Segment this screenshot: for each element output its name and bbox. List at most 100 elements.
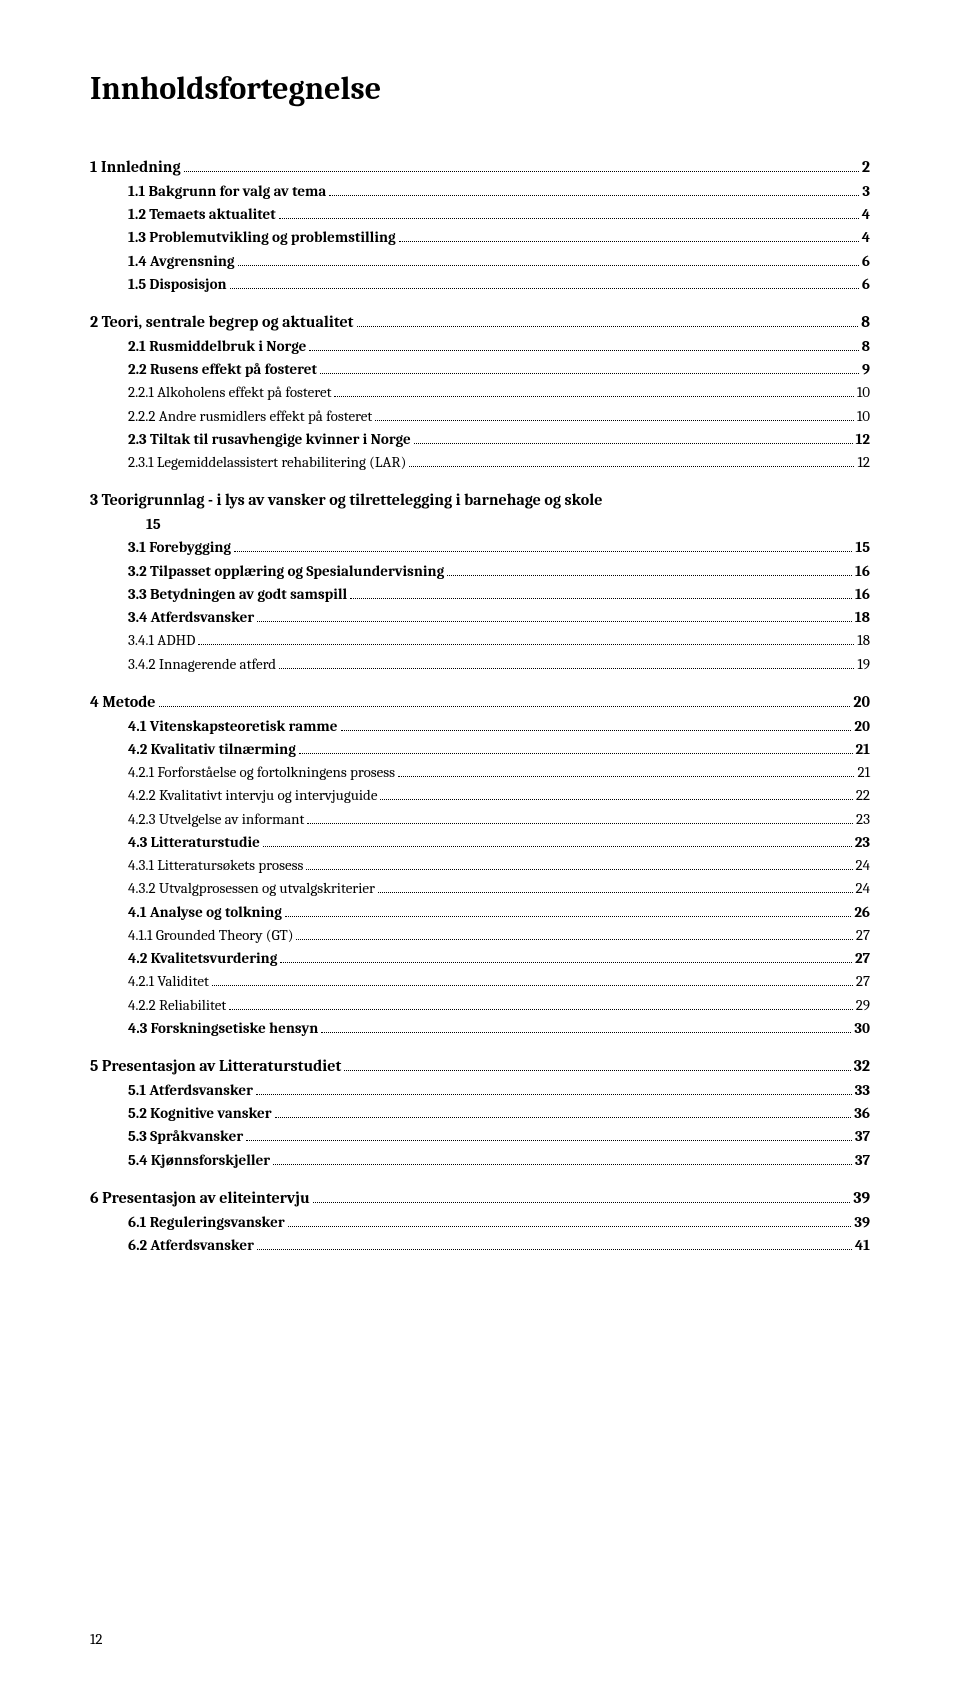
- toc-label: 4.2.1 Validitet: [128, 970, 209, 993]
- toc-leader-dots: [279, 668, 854, 669]
- toc-label: 4.2.1 Forforståelse og fortolkningens pr…: [128, 761, 395, 784]
- toc-label: 2.2.2 Andre rusmidlers effekt på fostere…: [128, 405, 372, 428]
- toc-entry: 4.1 Vitenskapsteoretisk ramme 20: [90, 715, 870, 738]
- toc-label: 6.2 Atferdsvansker: [128, 1234, 254, 1257]
- toc-page-number: 26: [854, 901, 870, 924]
- toc-page-number: 10: [857, 405, 870, 428]
- toc-entry: 15: [90, 513, 870, 536]
- toc-label: 3.4.2 Innagerende atferd: [128, 653, 276, 676]
- toc-label: 15: [146, 513, 161, 536]
- toc-page-number: 15: [855, 536, 870, 559]
- toc-page-number: 27: [855, 947, 870, 970]
- toc-entry: 5.3 Språkvansker37: [90, 1125, 870, 1148]
- toc-leader-dots: [280, 962, 852, 963]
- toc-leader-dots: [234, 551, 852, 552]
- toc-page-number: 2: [862, 155, 870, 180]
- toc-entry: 4.1.1 Grounded Theory (GT)27: [90, 924, 870, 947]
- toc-label: 1.2 Temaets aktualitet: [128, 203, 276, 226]
- toc-leader-dots: [357, 326, 859, 327]
- toc-entry: 5.1 Atferdsvansker33: [90, 1079, 870, 1102]
- toc-page-number: 24: [856, 877, 870, 900]
- toc-page-number: 20: [854, 715, 870, 738]
- toc-label: 4.3 Forskningsetiske hensyn: [128, 1017, 318, 1040]
- toc-label: 4.2.3 Utvelgelse av informant: [128, 808, 304, 831]
- toc-page-number: 21: [856, 738, 870, 761]
- toc-page-number: 12: [857, 451, 870, 474]
- toc-leader-dots: [375, 420, 854, 421]
- toc-label: 3 Teorigrunnlag - i lys av vansker og ti…: [90, 488, 602, 513]
- toc-leader-dots: [409, 466, 854, 467]
- toc-page-number: 39: [854, 1211, 870, 1234]
- toc-label: 2 Teori, sentrale begrep og aktualitet: [90, 310, 354, 335]
- toc-page-number: 23: [855, 831, 870, 854]
- toc-page-number: 29: [856, 994, 870, 1017]
- toc-page-number: 32: [854, 1054, 870, 1079]
- toc-leader-dots: [344, 1070, 850, 1071]
- toc-label: 3.2 Tilpasset opplæring og Spesialunderv…: [128, 560, 444, 583]
- toc-page-number: 33: [855, 1079, 870, 1102]
- toc-leader-dots: [256, 1094, 852, 1095]
- toc-entry: 4.2.3 Utvelgelse av informant23: [90, 808, 870, 831]
- toc-entry: 5 Presentasjon av Litteraturstudiet32: [90, 1054, 870, 1079]
- toc-entry: 2.3.1 Legemiddelassistert rehabilitering…: [90, 451, 870, 474]
- toc-leader-dots: [184, 171, 859, 172]
- toc-leader-dots: [380, 799, 852, 800]
- toc-entry: 2 Teori, sentrale begrep og aktualitet 8: [90, 310, 870, 335]
- toc-page-number: 4: [862, 203, 870, 226]
- toc-entry: 4.3.2 Utvalgprosessen og utvalgskriterie…: [90, 877, 870, 900]
- toc-page-number: 41: [855, 1234, 870, 1257]
- toc-leader-dots: [159, 706, 851, 707]
- toc-entry: 4 Metode20: [90, 690, 870, 715]
- toc-entry: 4.3 Litteraturstudie23: [90, 831, 870, 854]
- toc-entry: 4.2.1 Validitet 27: [90, 970, 870, 993]
- toc-leader-dots: [273, 1164, 852, 1165]
- toc-leader-dots: [309, 350, 858, 351]
- toc-entry: 1.5 Disposisjon6: [90, 273, 870, 296]
- toc-entry: 1.2 Temaets aktualitet 4: [90, 203, 870, 226]
- toc-page-number: 27: [856, 970, 870, 993]
- toc-page-number: 21: [857, 761, 870, 784]
- toc-page-number: 12: [856, 428, 870, 451]
- toc-entry: 4.3.1 Litteratursøkets prosess24: [90, 854, 870, 877]
- toc-label: 4 Metode: [90, 690, 156, 715]
- toc-entry: 6 Presentasjon av eliteintervju39: [90, 1186, 870, 1211]
- toc-entry: 4.3 Forskningsetiske hensyn30: [90, 1017, 870, 1040]
- toc-page-number: 8: [861, 310, 870, 335]
- toc-leader-dots: [288, 1226, 852, 1227]
- toc-leader-dots: [299, 753, 853, 754]
- toc-label: 6 Presentasjon av eliteintervju: [90, 1186, 310, 1211]
- toc-page-number: 8: [862, 335, 870, 358]
- toc-entry: 4.1 Analyse og tolkning 26: [90, 901, 870, 924]
- toc-label: 1.4 Avgrensning: [128, 250, 235, 273]
- toc-leader-dots: [257, 1249, 852, 1250]
- toc-label: 3.1 Forebygging: [128, 536, 231, 559]
- toc-entry: 3.4 Atferdsvansker18: [90, 606, 870, 629]
- toc-entry: 2.2.1 Alkoholens effekt på fosteret10: [90, 381, 870, 404]
- toc-entry: 5.4 Kjønnsforskjeller37: [90, 1149, 870, 1172]
- toc-leader-dots: [447, 575, 852, 576]
- toc-leader-dots: [313, 1202, 851, 1203]
- toc-page-number: 9: [862, 358, 870, 381]
- toc-label: 5.4 Kjønnsforskjeller: [128, 1149, 270, 1172]
- toc-leader-dots: [306, 869, 852, 870]
- toc-label: 1 Innledning: [90, 155, 181, 180]
- toc-entry: 3.4.2 Innagerende atferd19: [90, 653, 870, 676]
- toc-entry: 3.1 Forebygging 15: [90, 536, 870, 559]
- toc-label: 4.1 Vitenskapsteoretisk ramme: [128, 715, 338, 738]
- toc-leader-dots: [334, 396, 853, 397]
- toc-leader-dots: [238, 265, 859, 266]
- toc-leader-dots: [285, 916, 851, 917]
- toc-leader-dots: [378, 892, 853, 893]
- toc-page-number: 3: [862, 180, 870, 203]
- toc-page-number: 6: [862, 273, 870, 296]
- toc-page-number: 4: [862, 226, 870, 249]
- toc-label: 4.1 Analyse og tolkning: [128, 901, 282, 924]
- toc-list: 1 Innledning21.1 Bakgrunn for valg av te…: [90, 155, 870, 1257]
- toc-leader-dots: [230, 288, 859, 289]
- toc-label: 2.3.1 Legemiddelassistert rehabilitering…: [128, 451, 406, 474]
- toc-leader-dots: [279, 218, 859, 219]
- toc-leader-dots: [263, 846, 852, 847]
- toc-page-number: 37: [855, 1125, 870, 1148]
- toc-page-number: 16: [855, 583, 870, 606]
- toc-label: 4.3.2 Utvalgprosessen og utvalgskriterie…: [128, 877, 375, 900]
